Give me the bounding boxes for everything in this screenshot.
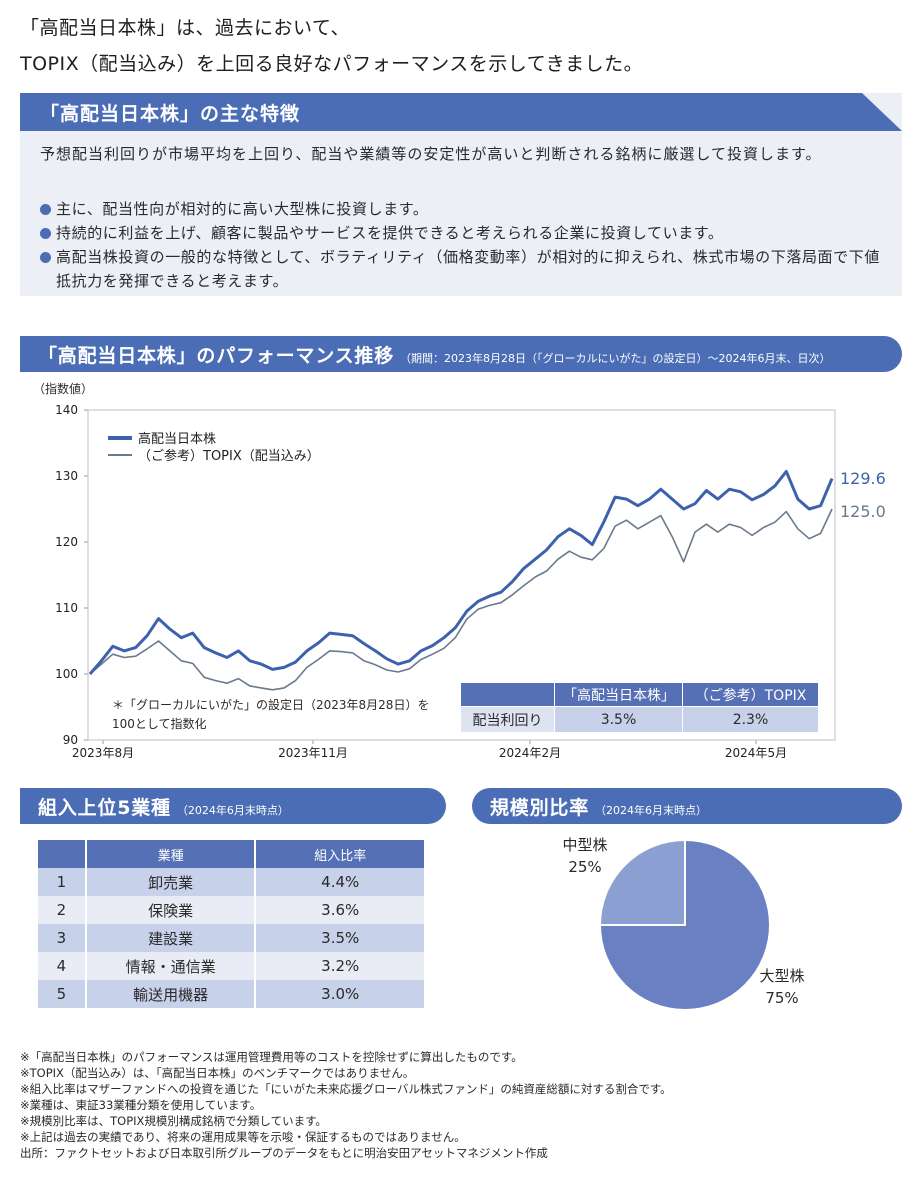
x-tick-label: 2024年2月 — [499, 746, 561, 760]
yield-value-topix: 2.3% — [682, 706, 819, 733]
y-tick-label: 110 — [55, 601, 78, 615]
yield-row-label: 配当利回り — [460, 706, 555, 733]
intro-line-1: 「高配当日本株」は、過去において、 — [20, 17, 350, 39]
legend-label-series-2: （ご参考）TOPIX（配当込み） — [138, 448, 320, 464]
dividend-yield-table: 「高配当日本株」 （ご参考）TOPIX 配当利回り 3.5% 2.3% — [460, 682, 819, 733]
table-row: 3 建設業 3.5% — [38, 924, 426, 952]
end-label-series-2: 125.0 — [840, 502, 886, 521]
table-row: 5 輸送用機器 3.0% — [38, 980, 426, 1008]
performance-subtitle: （期間：2023年8月28日（「グローカルにいがた」の設定日）～2024年6月末… — [400, 352, 831, 365]
feature-bullet: 持続的に利益を上げ、顧客に製品やサービスを提供できると考えられる企業に投資してい… — [38, 221, 888, 245]
y-tick-label: 140 — [55, 403, 78, 417]
bullet-dot-icon — [40, 228, 51, 239]
x-axis: 2023年8月 2023年11月 2024年2月 2024年5月 — [72, 740, 787, 760]
industries-title: 組入上位5業種 — [38, 797, 171, 819]
size-subtitle: （2024年6月末時点） — [595, 804, 708, 817]
industries-subtitle: （2024年6月末時点） — [176, 804, 289, 817]
size-title: 規模別比率 — [490, 797, 590, 819]
pie-slice-mid-cap — [598, 838, 686, 926]
industries-table: 業種 組入比率 1 卸売業 4.4% 2 保険業 3.6% 3 建設業 3.5% 4 情報・通… — [38, 840, 426, 1008]
bullet-dot-icon — [40, 204, 51, 215]
performance-chart: 90 100 110 120 130 140 2023年8月 2023年11月 2024年2月… — [55, 403, 886, 760]
x-tick-label: 2023年11月 — [278, 746, 348, 760]
yield-value-fund: 3.5% — [554, 706, 683, 733]
industries-header: 組入上位5業種 （2024年6月末時点） — [20, 788, 446, 824]
y-tick-label: 120 — [55, 535, 78, 549]
features-bullets: 主に、配当性向が相対的に高い大型株に投資します。 持続的に利益を上げ、顧客に製品… — [38, 197, 888, 293]
series-line-topix — [89, 508, 833, 691]
size-header: 規模別比率 （2024年6月末時点） — [472, 788, 902, 824]
pie-label-mid-cap: 中型株 25% — [562, 836, 608, 876]
series-line-fund — [88, 469, 834, 675]
x-tick-label: 2024年5月 — [725, 746, 787, 760]
pie-label-large-cap: 大型株 75% — [759, 967, 805, 1007]
feature-bullet: 主に、配当性向が相対的に高い大型株に投資します。 — [38, 197, 888, 221]
series-lines — [88, 469, 834, 691]
legend-label-series-1: 高配当日本株 — [138, 431, 216, 447]
table-row: 1 卸売業 4.4% — [38, 868, 426, 896]
y-axis: 90 100 110 120 130 140 — [55, 403, 88, 747]
features-header-bg — [20, 93, 902, 131]
plot-frame — [87, 409, 836, 741]
size-pie-chart — [598, 838, 771, 1011]
performance-header: 「高配当日本株」のパフォーマンス推移 （期間：2023年8月28日（「グローカルに… — [20, 336, 902, 372]
features-lead: 予想配当利回りが市場平均を上回り、配当や業績等の安定性が高いと判断される銘柄に厳… — [40, 145, 822, 163]
features-title: 「高配当日本株」の主な特徴 — [40, 103, 301, 125]
pie-slice-large-cap — [598, 838, 771, 1011]
y-tick-label: 90 — [63, 733, 78, 747]
end-label-series-1: 129.6 — [840, 469, 886, 488]
chart-legend: 高配当日本株 （ご参考）TOPIX（配当込み） — [108, 431, 320, 464]
table-row: 4 情報・通信業 3.2% — [38, 952, 426, 980]
intro-heading: 「高配当日本株」は、過去において、 TOPIX（配当込み）を上回る良好なパフォー… — [20, 10, 900, 82]
feature-bullet: 高配当株投資の一般的な特徴として、ボラティリティ（価格変動率）が相対的に抑えられ… — [38, 245, 888, 293]
y-tick-label: 100 — [55, 667, 78, 681]
x-tick-label: 2023年8月 — [72, 746, 134, 760]
table-row: 2 保険業 3.6% — [38, 896, 426, 924]
features-header: 「高配当日本株」の主な特徴 — [20, 93, 902, 131]
chart-note: ＊「グローカルにいがた」の設定日（2023年8月28日）を100として指数化 — [112, 698, 430, 731]
footnotes: ※「高配当日本株」のパフォーマンスは運用管理費用等のコストを控除せずに算出したも… — [20, 1050, 672, 1160]
y-tick-label: 130 — [55, 469, 78, 483]
bullet-dot-icon — [40, 252, 51, 263]
performance-title: 「高配当日本株」のパフォーマンス推移 — [38, 345, 395, 367]
intro-line-2: TOPIX（配当込み）を上回る良好なパフォーマンスを示してきました。 — [20, 53, 644, 75]
y-axis-unit: （指数値） — [33, 382, 94, 396]
